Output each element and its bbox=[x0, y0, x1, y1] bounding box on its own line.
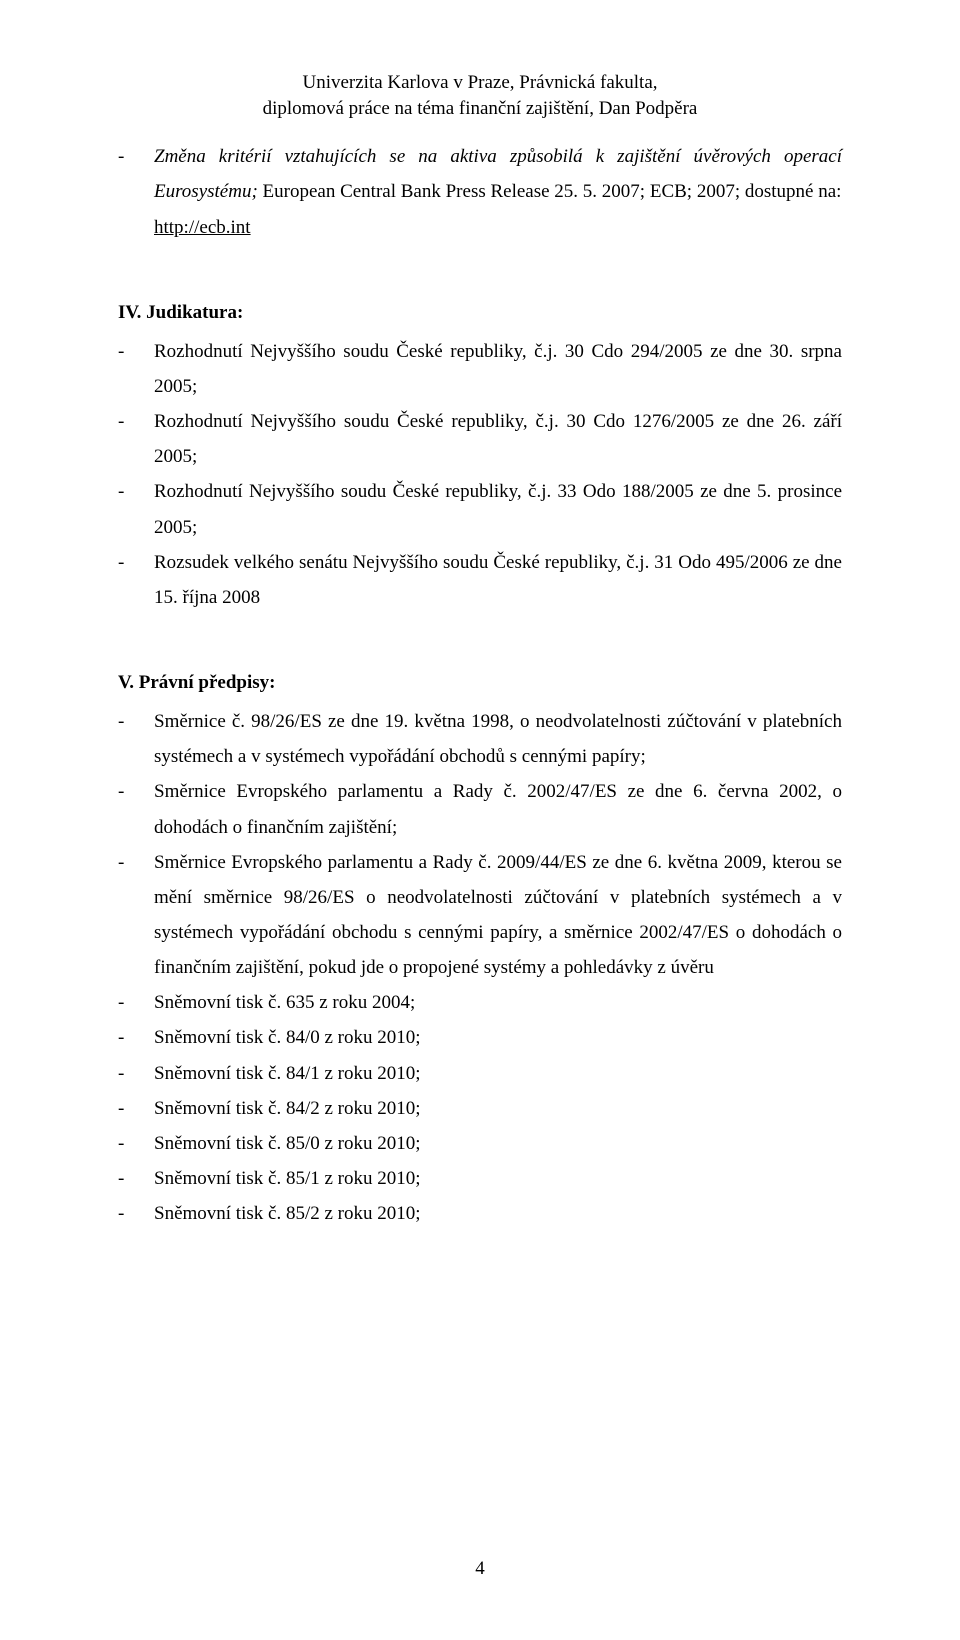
body-text: - Změna kritérií vztahujících se na akti… bbox=[118, 139, 842, 1231]
s5-item-4-text: Sněmovní tisk č. 635 z roku 2004; bbox=[154, 985, 842, 1020]
list-dash: - bbox=[118, 474, 154, 544]
s5-item-7-text: Sněmovní tisk č. 84/2 z roku 2010; bbox=[154, 1091, 842, 1126]
list-dash: - bbox=[118, 1161, 154, 1196]
s4-item-4: - Rozsudek velkého senátu Nejvyššího sou… bbox=[118, 545, 842, 615]
link-line: http://ecb.int bbox=[118, 210, 842, 245]
s5-item-10: - Sněmovní tisk č. 85/2 z roku 2010; bbox=[118, 1196, 842, 1231]
list-dash: - bbox=[118, 334, 154, 404]
page: Univerzita Karlova v Praze, Právnická fa… bbox=[0, 0, 960, 1640]
header-line-1: Univerzita Karlova v Praze, Právnická fa… bbox=[302, 72, 657, 93]
list-dash: - bbox=[118, 545, 154, 615]
s5-item-1: - Směrnice č. 98/26/ES ze dne 19. května… bbox=[118, 704, 842, 774]
page-header: Univerzita Karlova v Praze, Právnická fa… bbox=[118, 70, 842, 121]
s4-item-1: - Rozhodnutí Nejvyššího soudu České repu… bbox=[118, 334, 842, 404]
list-dash: - bbox=[118, 1020, 154, 1055]
page-number: 4 bbox=[0, 1558, 960, 1580]
list-dash: - bbox=[118, 845, 154, 986]
list-dash: - bbox=[118, 1056, 154, 1091]
list-dash: - bbox=[118, 985, 154, 1020]
list-dash: - bbox=[118, 139, 154, 209]
s5-item-2-text: Směrnice Evropského parlamentu a Rady č.… bbox=[154, 774, 842, 844]
list-dash: - bbox=[118, 1091, 154, 1126]
s5-item-9-text: Sněmovní tisk č. 85/1 z roku 2010; bbox=[154, 1161, 842, 1196]
s4-item-3: - Rozhodnutí Nejvyššího soudu České repu… bbox=[118, 474, 842, 544]
s5-item-7: - Sněmovní tisk č. 84/2 z roku 2010; bbox=[118, 1091, 842, 1126]
s4-item-2-text: Rozhodnutí Nejvyššího soudu České republ… bbox=[154, 404, 842, 474]
s5-item-8-text: Sněmovní tisk č. 85/0 z roku 2010; bbox=[154, 1126, 842, 1161]
s4-item-1-text: Rozhodnutí Nejvyššího soudu České republ… bbox=[154, 334, 842, 404]
s5-item-10-text: Sněmovní tisk č. 85/2 z roku 2010; bbox=[154, 1196, 842, 1231]
s5-item-6: - Sněmovní tisk č. 84/1 z roku 2010; bbox=[118, 1056, 842, 1091]
list-dash: - bbox=[118, 404, 154, 474]
top-list-rest: European Central Bank Press Release 25. … bbox=[258, 181, 842, 202]
s5-item-5: - Sněmovní tisk č. 84/0 z roku 2010; bbox=[118, 1020, 842, 1055]
list-dash: - bbox=[118, 774, 154, 844]
s4-item-3-text: Rozhodnutí Nejvyššího soudu České republ… bbox=[154, 474, 842, 544]
list-dash: - bbox=[118, 1196, 154, 1231]
s4-item-4-text: Rozsudek velkého senátu Nejvyššího soudu… bbox=[154, 545, 842, 615]
s5-item-6-text: Sněmovní tisk č. 84/1 z roku 2010; bbox=[154, 1056, 842, 1091]
header-line-2: diplomová práce na téma finanční zajiště… bbox=[263, 98, 698, 119]
section-5-title: V. Právní předpisy: bbox=[118, 665, 842, 700]
link-text[interactable]: http://ecb.int bbox=[154, 217, 251, 238]
s5-item-9: - Sněmovní tisk č. 85/1 z roku 2010; bbox=[118, 1161, 842, 1196]
top-list-item: - Změna kritérií vztahujících se na akti… bbox=[118, 139, 842, 209]
top-list-text: Změna kritérií vztahujících se na aktiva… bbox=[154, 139, 842, 209]
s5-item-4: - Sněmovní tisk č. 635 z roku 2004; bbox=[118, 985, 842, 1020]
list-dash: - bbox=[118, 1126, 154, 1161]
s5-item-1-text: Směrnice č. 98/26/ES ze dne 19. května 1… bbox=[154, 704, 842, 774]
s5-item-3: - Směrnice Evropského parlamentu a Rady … bbox=[118, 845, 842, 986]
s5-item-2: - Směrnice Evropského parlamentu a Rady … bbox=[118, 774, 842, 844]
s5-item-3-text: Směrnice Evropského parlamentu a Rady č.… bbox=[154, 845, 842, 986]
section-4-title: IV. Judikatura: bbox=[118, 295, 842, 330]
s5-item-5-text: Sněmovní tisk č. 84/0 z roku 2010; bbox=[154, 1020, 842, 1055]
s4-item-2: - Rozhodnutí Nejvyššího soudu České repu… bbox=[118, 404, 842, 474]
list-dash: - bbox=[118, 704, 154, 774]
s5-item-8: - Sněmovní tisk č. 85/0 z roku 2010; bbox=[118, 1126, 842, 1161]
